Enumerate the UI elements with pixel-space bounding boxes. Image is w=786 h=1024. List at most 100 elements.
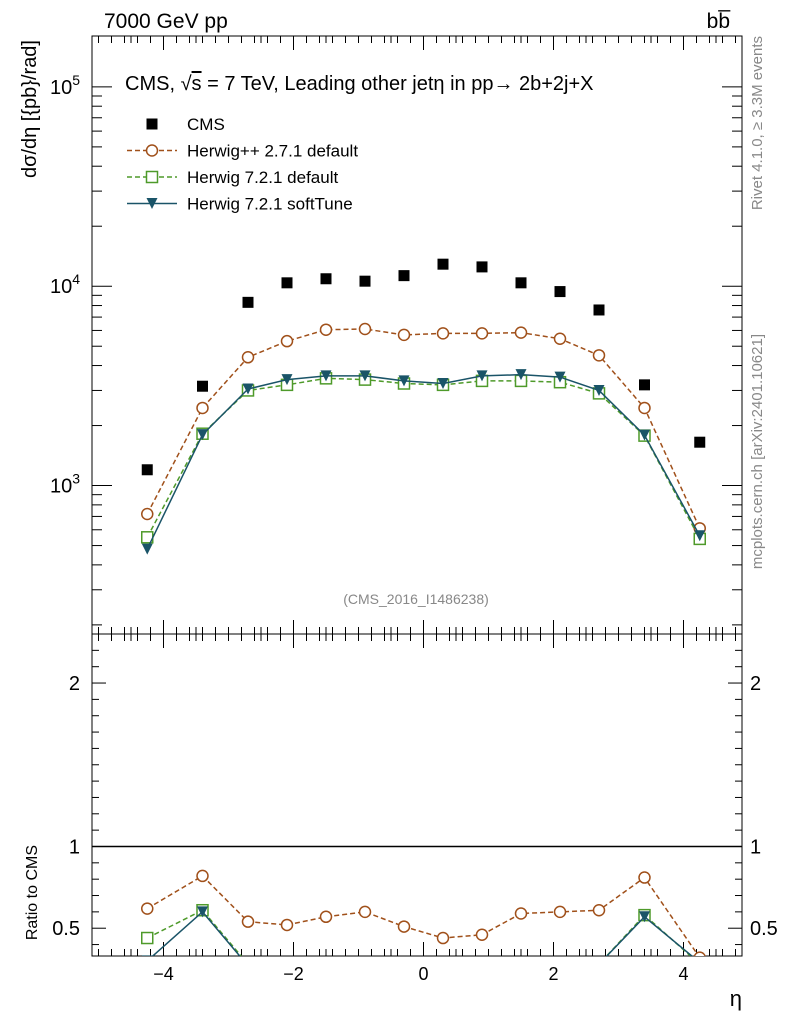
data-point-herwig-2-7-1-default: [358, 322, 372, 336]
data-point-cms: [320, 273, 332, 285]
data-point-herwig-7-2-1-softtune: [515, 369, 527, 381]
x-tick-label: 4: [678, 964, 688, 984]
y-tick-label: 105: [50, 72, 80, 99]
ratio-point-herwig-7-2-1-default: [516, 960, 527, 971]
legend-marker-herwig-2-7-1-default: [145, 144, 159, 157]
x-axis-label: η: [730, 986, 742, 1011]
ratio-line-herwig-7-2-1-default: [146, 909, 692, 956]
ratio-point-herwig-7-2-1-default: [243, 959, 254, 970]
data-point-herwig-7-2-1-softtune: [398, 375, 410, 387]
data-point-herwig-2-7-1-default: [196, 401, 209, 415]
data-point-herwig-2-7-1-default: [280, 334, 294, 348]
ratio-point-herwig-7-2-1-softtune: [438, 965, 449, 976]
data-point-herwig-7-2-1-softtune: [359, 370, 371, 382]
chart-title: CMS, √s = 7 TeV, Leading other jetη in p…: [125, 73, 594, 95]
ratio-tick-label-left: 1: [69, 836, 80, 858]
data-point-herwig-7-2-1-softtune: [242, 383, 254, 395]
data-point-herwig-7-2-1-softtune: [694, 530, 706, 542]
ratio-tick-label-right: 0.5: [750, 918, 778, 940]
ratio-point-herwig-7-2-1-default: [141, 931, 154, 945]
ratio-point-herwig-7-2-1-softtune: [399, 962, 410, 973]
x-tick-label: −4: [153, 964, 174, 984]
ratio-point-herwig-2-7-1-default: [358, 905, 372, 919]
analysis-label: (CMS_2016_I1486238): [343, 591, 489, 607]
ratio-line-herwig-2-7-1-default: [146, 874, 700, 956]
ratio-point-herwig-7-2-1-softtune: [516, 959, 527, 970]
legend-label-herwig-7-2-1-softtune: Herwig 7.2.1 softTune: [187, 195, 353, 214]
data-point-cms: [515, 277, 527, 289]
data-point-herwig-7-2-1-softtune: [476, 370, 488, 382]
data-point-herwig-7-2-1-softtune: [320, 370, 332, 382]
data-point-herwig-2-7-1-default: [514, 326, 528, 339]
ratio-point-herwig-7-2-1-softtune: [141, 955, 153, 956]
ratio-point-herwig-2-7-1-default: [397, 920, 411, 933]
x-tick-label: 0: [418, 964, 428, 984]
data-point-herwig-7-2-1-softtune: [437, 378, 449, 390]
ratio-point-herwig-2-7-1-default: [693, 951, 706, 956]
ratio-point-herwig-2-7-1-default: [141, 902, 154, 915]
header-right: bb̅: [707, 10, 732, 33]
ratio-axis-label: Ratio to CMS: [24, 845, 41, 940]
data-point-cms: [141, 464, 153, 476]
series-line-herwig-7-2-1-softtune: [146, 373, 701, 550]
legend-marker-cms: [146, 118, 158, 130]
data-point-cms: [554, 286, 566, 298]
ratio-point-herwig-7-2-1-default: [360, 959, 371, 970]
mcplots-label: mcplots.cern.ch [arXiv:2401.10621]: [749, 334, 766, 569]
ratio-point-herwig-7-2-1-softtune: [197, 906, 208, 918]
data-point-cms: [398, 270, 410, 282]
data-point-cms: [694, 436, 706, 448]
data-point-herwig-2-7-1-default: [319, 323, 333, 336]
ratio-point-herwig-7-2-1-default: [399, 960, 410, 971]
data-point-cms: [242, 296, 254, 308]
legend-label-cms: CMS: [187, 115, 225, 134]
ratio-line-herwig-7-2-1-softtune: [151, 910, 694, 956]
y-tick-label: 104: [50, 271, 80, 298]
ratio-point-herwig-7-2-1-softtune: [360, 959, 371, 970]
ratio-point-herwig-7-2-1-softtune: [477, 960, 488, 971]
data-point-herwig-2-7-1-default: [592, 349, 606, 362]
data-point-herwig-7-2-1-softtune: [554, 371, 566, 383]
ratio-point-herwig-7-2-1-softtune: [694, 957, 705, 968]
data-point-herwig-7-2-1-softtune: [593, 384, 605, 396]
ratio-tick-label-left: 2: [69, 673, 80, 695]
ratio-tick-label-left: 0.5: [52, 918, 80, 940]
ratio-point-herwig-2-7-1-default: [638, 871, 651, 884]
legend-label-herwig-2-7-1-default: Herwig++ 2.7.1 default: [187, 142, 358, 161]
ratio-point-herwig-2-7-1-default: [319, 910, 333, 924]
ratio-point-herwig-7-2-1-default: [438, 962, 449, 973]
ratio-point-herwig-7-2-1-softtune: [243, 960, 254, 971]
x-tick-label: −2: [283, 964, 304, 984]
ratio-point-herwig-2-7-1-default: [475, 928, 489, 942]
ratio-tick-label-right: 1: [750, 836, 761, 858]
ratio-point-herwig-7-2-1-softtune: [321, 960, 332, 971]
header-left: 7000 GeV pp: [104, 10, 228, 33]
ratio-point-herwig-2-7-1-default: [241, 915, 255, 928]
ratio-point-herwig-7-2-1-default: [594, 959, 605, 970]
ratio-plot-frame: [91, 633, 743, 957]
data-point-cms: [281, 277, 293, 289]
ratio-point-herwig-2-7-1-default: [196, 869, 209, 883]
data-point-herwig-7-2-1-softtune: [141, 543, 153, 555]
data-point-herwig-7-2-1-softtune: [639, 429, 650, 441]
data-point-cms: [593, 304, 605, 316]
data-point-herwig-2-7-1-default: [141, 507, 154, 521]
series-line-herwig-2-7-1-default: [146, 328, 701, 529]
data-point-herwig-2-7-1-default: [436, 327, 450, 340]
ratio-point-herwig-2-7-1-default: [592, 903, 606, 917]
ratio-point-herwig-7-2-1-default: [477, 960, 488, 971]
data-point-herwig-7-2-1-softtune: [197, 429, 208, 441]
y-tick-label: 103: [50, 471, 80, 498]
data-point-herwig-7-2-1-softtune: [281, 374, 293, 386]
legend-marker-herwig-7-2-1-softtune: [146, 198, 158, 209]
ratio-point-herwig-2-7-1-default: [436, 931, 450, 945]
data-point-cms: [359, 275, 371, 287]
y-axis-label: dσ/dη [{pb}/rad]: [19, 40, 41, 178]
legend-marker-herwig-7-2-1-default: [145, 170, 159, 184]
x-tick-label: 2: [548, 964, 558, 984]
ratio-point-herwig-7-2-1-softtune: [639, 911, 650, 923]
data-point-herwig-2-7-1-default: [475, 327, 489, 340]
data-point-herwig-2-7-1-default: [241, 351, 255, 364]
ratio-point-herwig-7-2-1-default: [694, 959, 705, 970]
